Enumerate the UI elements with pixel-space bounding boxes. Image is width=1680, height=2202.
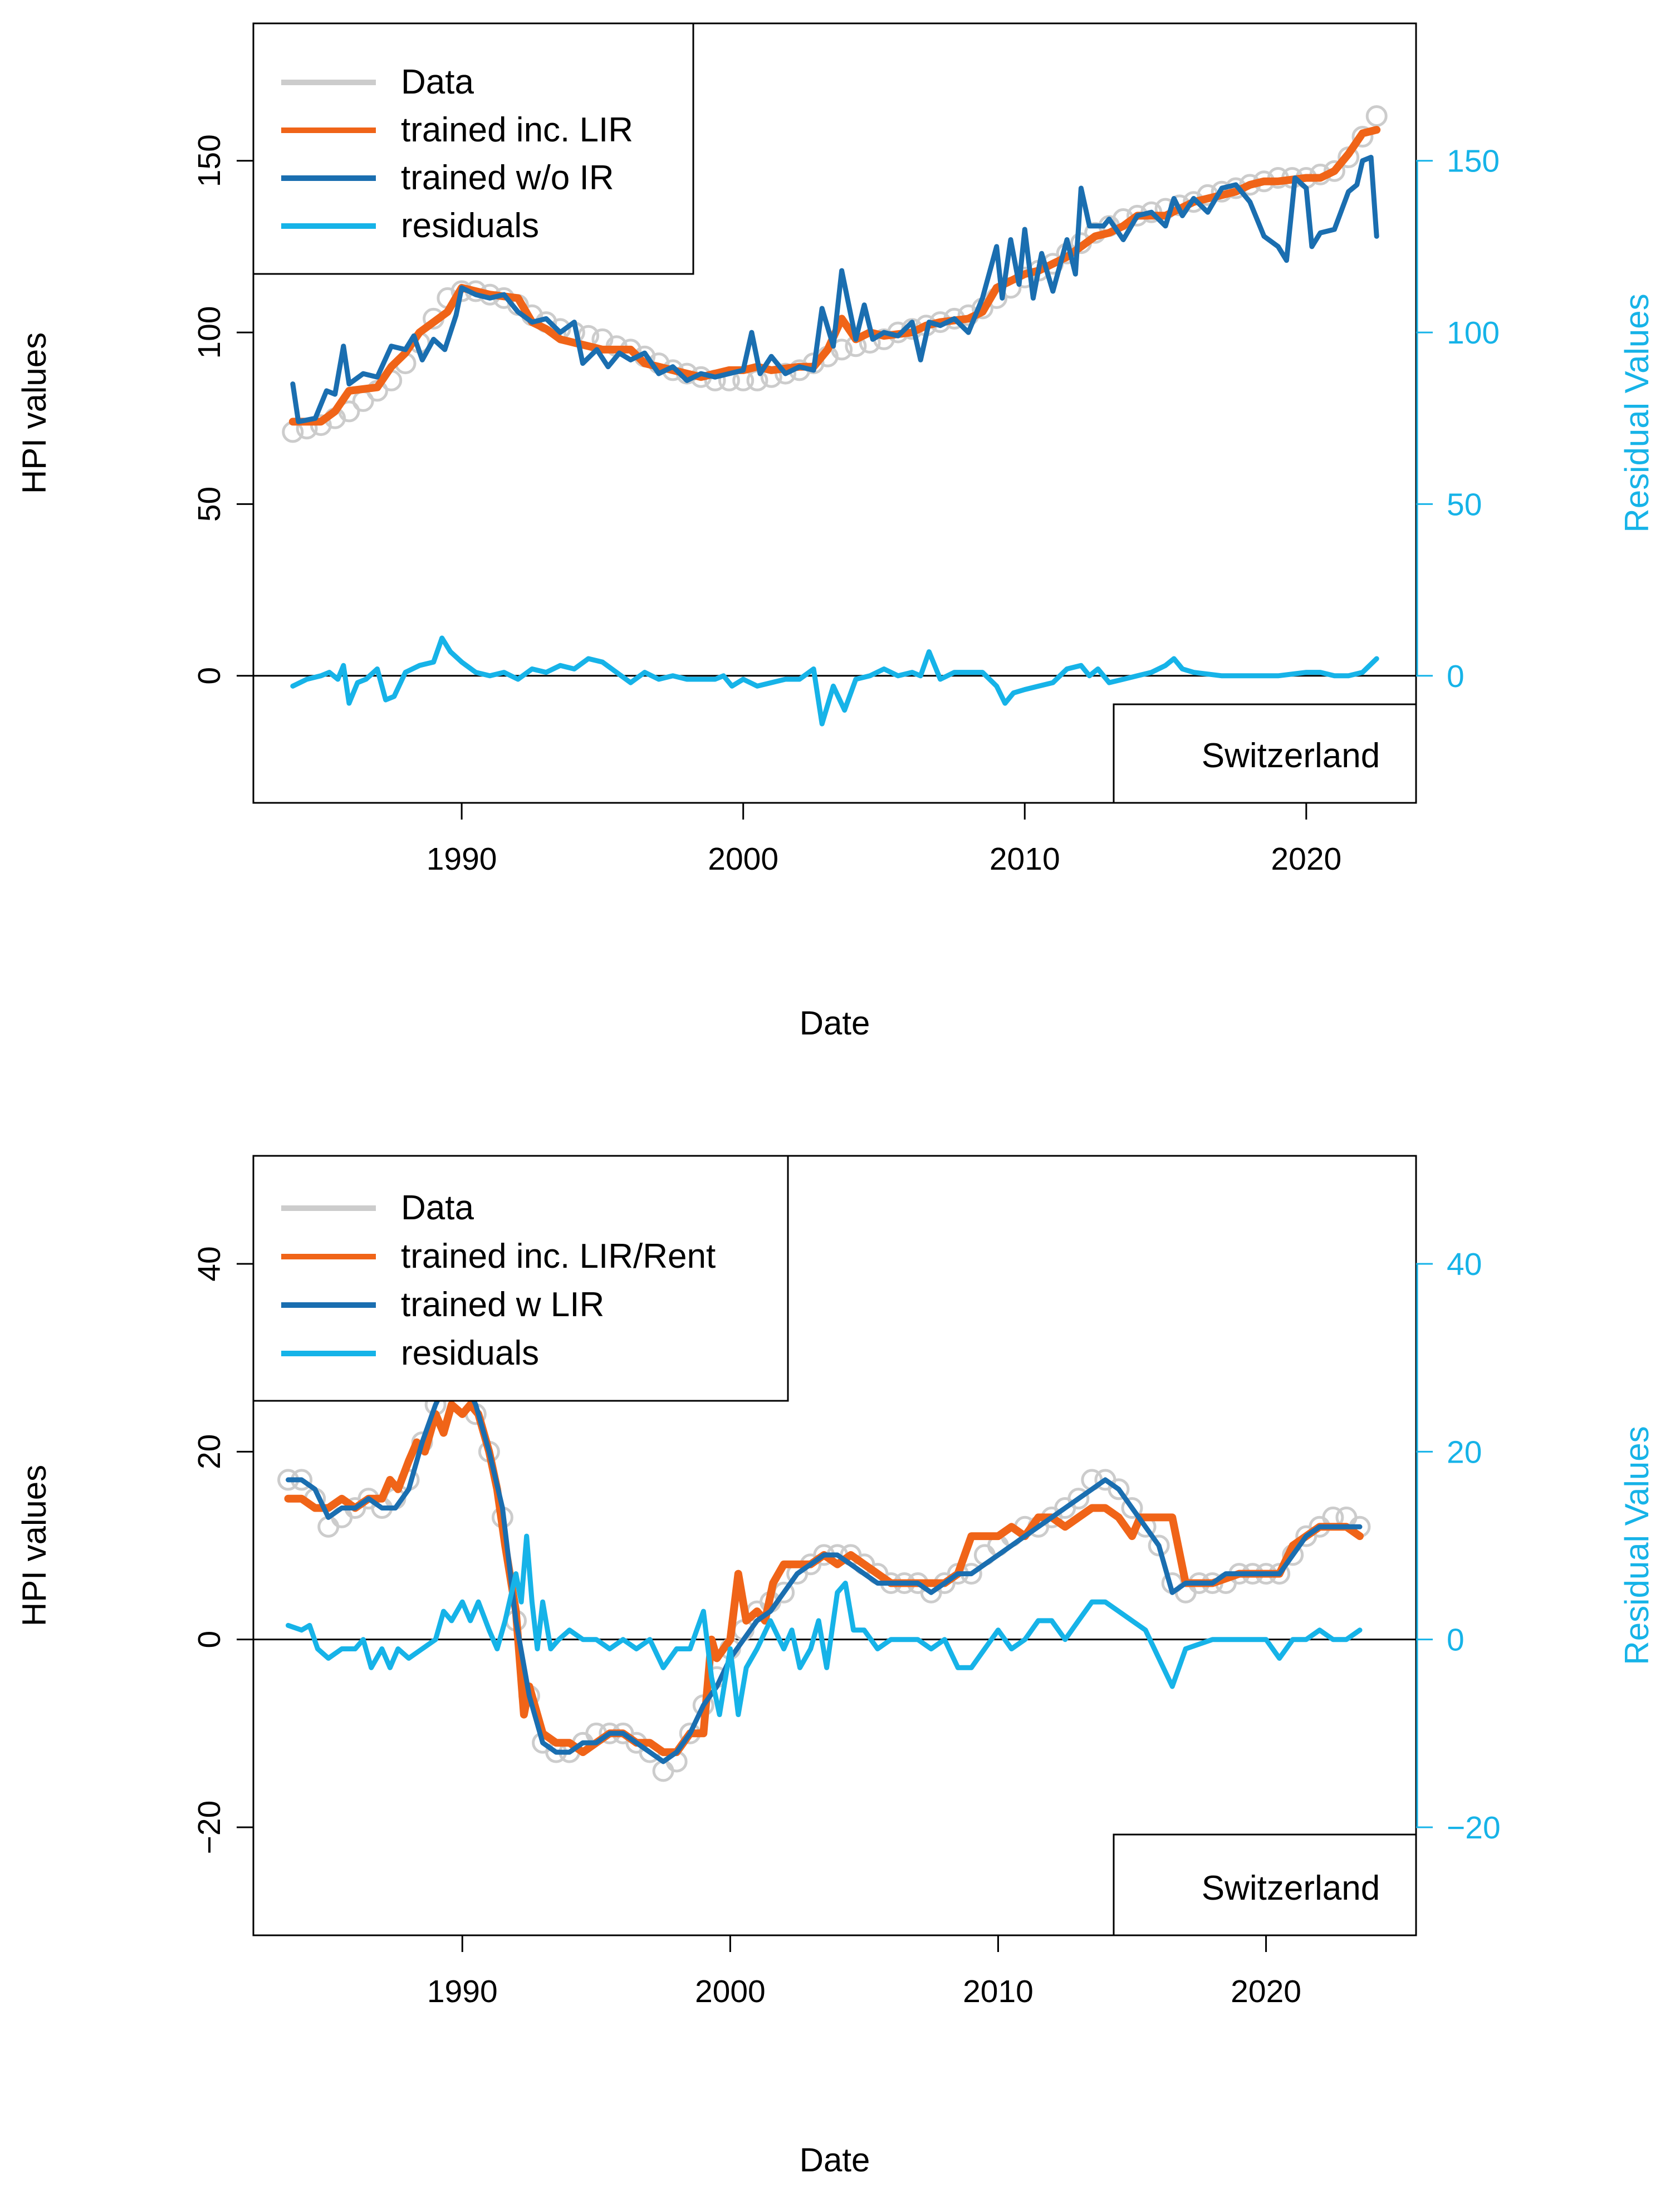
series-residuals (290, 635, 1379, 727)
legend-label-trained-inc-lir-rent: trained inc. LIR/Rent (401, 1237, 716, 1276)
data-point (1108, 1478, 1130, 1500)
legend-box (252, 22, 694, 275)
x-axis-title: Date (800, 1004, 870, 1042)
y-tick-label: −20 (192, 1801, 227, 1855)
y-tick-label: 0 (192, 1631, 227, 1649)
y-axis-title: HPI values (16, 332, 53, 494)
country-box (1113, 703, 1417, 804)
y2-axis-title: Residual Values (1618, 1426, 1655, 1665)
country-box (1113, 1833, 1417, 1936)
x-tick-label: 1990 (427, 1974, 498, 2009)
x-tick-label: 1990 (427, 841, 497, 877)
legend: Data trained inc. LIR/Rent trained w LIR… (252, 1155, 789, 1402)
y-tick-label: 50 (192, 487, 227, 522)
data-point (775, 362, 797, 385)
data-point (1148, 1534, 1170, 1557)
legend-label-data: Data (401, 1189, 474, 1227)
y-tick-label: 20 (192, 1434, 227, 1469)
data-point (1067, 1488, 1090, 1510)
series-trained-w-o-ir (290, 155, 1379, 424)
data-point (1365, 105, 1388, 127)
y2-tick-label: 20 (1447, 1434, 1482, 1470)
x-axis-title: Date (800, 2141, 870, 2179)
data-point (1121, 1497, 1143, 1519)
legend: Data trained inc. LIR trained w/o IR res… (252, 22, 694, 275)
legend-label-data: Data (401, 63, 474, 101)
x-tick-label: 2010 (963, 1974, 1034, 2009)
data-point (1323, 160, 1345, 182)
y2-tick-label: 150 (1447, 144, 1500, 179)
x-tick-label: 2020 (1271, 841, 1341, 877)
x-tick-label: 2000 (695, 1974, 766, 2009)
country-label: Switzerland (1202, 737, 1380, 775)
legend-label-trained-w-lir: trained w LIR (401, 1286, 604, 1324)
legend-box (252, 1155, 789, 1402)
y2-tick-label: 0 (1447, 659, 1465, 694)
country-label-box: Switzerland (1113, 1833, 1417, 1936)
y2-tick-label: 40 (1447, 1247, 1482, 1282)
legend-label-residuals: residuals (401, 207, 539, 245)
x-tick-label: 2000 (708, 841, 778, 877)
x-tick-label: 2020 (1231, 1974, 1301, 2009)
legend-label-residuals: residuals (401, 1334, 539, 1372)
data-point (1351, 126, 1374, 148)
y2-axis-title: Residual Values (1618, 293, 1655, 532)
y2-tick-label: 100 (1447, 315, 1500, 351)
country-label: Switzerland (1202, 1869, 1380, 1907)
chart-panel-top: 1990 2000 2010 2020 0 50 100 150 0 50 100 150 Dat… (16, 22, 1655, 1042)
y-tick-label: 100 (192, 306, 227, 359)
y-tick-label: 150 (192, 134, 227, 187)
legend-label-trained-inc-lir: trained inc. LIR (401, 111, 633, 149)
y2-tick-label: 0 (1447, 1622, 1465, 1658)
y2-tick-label: −20 (1447, 1810, 1501, 1846)
legend-label-trained-wo-ir: trained w/o IR (401, 159, 614, 197)
series-residuals (286, 1533, 1363, 1718)
series-line-trained-w-o-ir (290, 155, 1379, 424)
y-axis-title: HPI values (16, 1465, 53, 1626)
series-line-residuals (286, 1533, 1363, 1718)
y2-tick-label: 50 (1447, 487, 1482, 522)
series-line-residuals (290, 635, 1379, 727)
country-label-box: Switzerland (1113, 703, 1417, 804)
data-point (831, 339, 853, 361)
x-tick-label: 2010 (990, 841, 1060, 877)
y-tick-label: 40 (192, 1246, 227, 1281)
y-tick-label: 0 (192, 667, 227, 685)
